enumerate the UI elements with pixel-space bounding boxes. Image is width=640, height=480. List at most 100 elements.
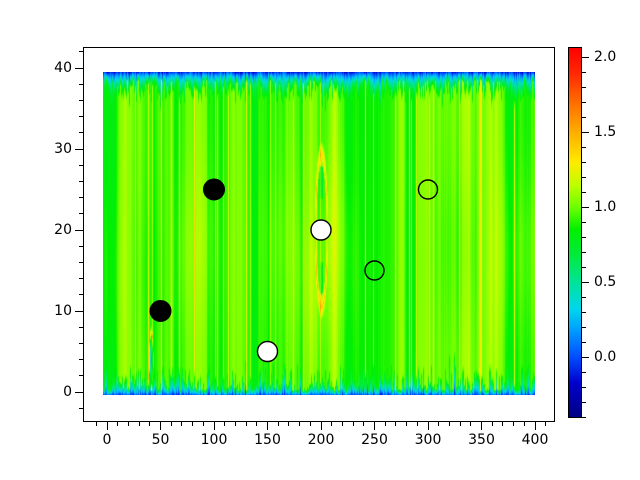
colorbar-tick-label: 2.0 (594, 49, 617, 65)
colorbar-major-tick (582, 206, 589, 208)
x-major-tick (213, 422, 215, 430)
x-minor-tick (95, 422, 97, 426)
colorbar-minor-tick (582, 296, 586, 298)
colorbar-minor-tick (582, 311, 586, 313)
x-minor-tick (245, 422, 247, 426)
y-tick-label: 20 (54, 222, 72, 238)
x-minor-tick (127, 422, 129, 426)
colorbar-minor-tick (582, 146, 586, 148)
x-major-tick (106, 422, 108, 430)
x-minor-tick (192, 422, 194, 426)
colorbar-tick-label: 1.0 (594, 199, 617, 215)
y-minor-tick (79, 213, 83, 215)
heatmap-canvas (103, 72, 535, 395)
colorbar (568, 47, 582, 418)
x-major-tick (481, 422, 482, 430)
colorbar-major-tick (582, 356, 589, 358)
colorbar-minor-tick (582, 221, 586, 223)
y-minor-tick (79, 245, 83, 247)
colorbar-minor-tick (582, 71, 586, 73)
x-minor-tick (545, 422, 547, 426)
x-minor-tick (309, 422, 311, 426)
colorbar-minor-tick (582, 341, 586, 343)
x-minor-tick (416, 422, 418, 426)
colorbar-tick-label: 0.5 (594, 274, 617, 290)
y-minor-tick (79, 99, 83, 101)
x-minor-tick (288, 422, 290, 426)
y-minor-tick (79, 164, 83, 166)
x-minor-tick (181, 422, 183, 426)
x-tick-label: 400 (521, 432, 549, 448)
x-minor-tick (170, 422, 172, 426)
colorbar-minor-tick (582, 326, 586, 328)
y-tick-label: 10 (54, 303, 72, 319)
colorbar-minor-tick (582, 236, 586, 238)
x-minor-tick (470, 422, 472, 426)
colorbar-minor-tick (582, 101, 586, 103)
x-major-tick (534, 422, 536, 430)
x-minor-tick (406, 422, 408, 426)
x-minor-tick (491, 422, 493, 426)
y-minor-tick (79, 326, 83, 328)
x-tick-label: 350 (468, 432, 495, 448)
x-minor-tick (234, 422, 236, 426)
colorbar-minor-tick (582, 416, 586, 418)
x-minor-tick (202, 422, 204, 426)
x-minor-tick (438, 422, 440, 426)
colorbar-major-tick (582, 131, 589, 133)
x-minor-tick (331, 422, 333, 426)
x-minor-tick (277, 422, 279, 426)
colorbar-minor-tick (582, 176, 586, 178)
colorbar-minor-tick (582, 86, 586, 88)
x-tick-label: 250 (361, 432, 388, 448)
x-minor-tick (448, 422, 450, 426)
colorbar-minor-tick (582, 161, 586, 163)
y-minor-tick (79, 294, 83, 296)
y-minor-tick (79, 132, 83, 134)
y-minor-tick (79, 375, 83, 377)
y-tick-label: 40 (54, 60, 72, 76)
x-tick-label: 150 (254, 432, 281, 448)
x-major-tick (374, 422, 375, 430)
y-major-tick (75, 391, 83, 393)
x-tick-label: 200 (307, 432, 335, 448)
y-minor-tick (79, 278, 83, 280)
x-minor-tick (149, 422, 151, 426)
x-minor-tick (341, 422, 343, 426)
y-minor-tick (79, 261, 83, 263)
x-tick-label: 0 (102, 432, 112, 448)
colorbar-gradient (569, 48, 581, 417)
x-major-tick (427, 422, 429, 430)
x-minor-tick (224, 422, 226, 426)
x-tick-label: 300 (414, 432, 442, 448)
x-minor-tick (502, 422, 504, 426)
x-major-tick (320, 422, 322, 430)
colorbar-minor-tick (582, 386, 586, 388)
x-tick-label: 50 (151, 432, 170, 448)
y-tick-label: 30 (54, 141, 72, 157)
colorbar-minor-tick (582, 191, 586, 193)
x-major-tick (267, 422, 268, 430)
x-major-tick (160, 422, 161, 430)
y-major-tick (75, 67, 83, 69)
x-minor-tick (395, 422, 397, 426)
x-minor-tick (138, 422, 140, 426)
colorbar-minor-tick (582, 266, 586, 268)
y-major-tick (75, 229, 83, 231)
y-minor-tick (79, 197, 83, 199)
y-minor-tick (79, 407, 83, 409)
colorbar-minor-tick (582, 116, 586, 118)
y-minor-tick (79, 51, 83, 53)
x-minor-tick (256, 422, 258, 426)
x-minor-tick (523, 422, 525, 426)
colorbar-minor-tick (582, 371, 586, 373)
x-tick-label: 100 (200, 432, 228, 448)
x-minor-tick (459, 422, 461, 426)
x-minor-tick (384, 422, 386, 426)
y-minor-tick (79, 180, 83, 182)
colorbar-major-tick (582, 281, 589, 283)
x-minor-tick (513, 422, 515, 426)
y-major-tick (75, 310, 83, 312)
x-minor-tick (352, 422, 354, 426)
